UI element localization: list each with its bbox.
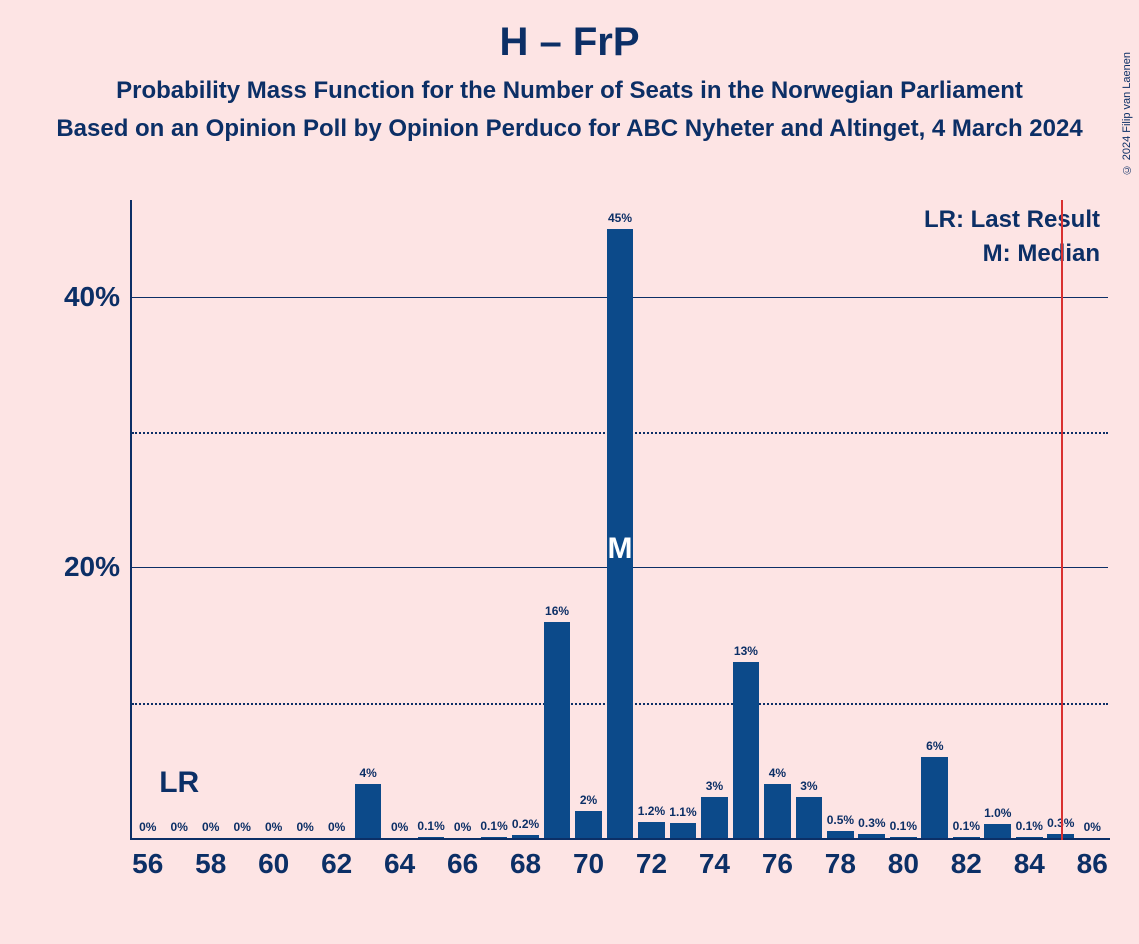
bar xyxy=(575,811,602,838)
bar-value-label: 0% xyxy=(454,820,471,834)
bar-value-label: 1.1% xyxy=(669,805,696,819)
x-tick-label: 56 xyxy=(132,848,163,880)
bar-value-label: 16% xyxy=(545,604,569,618)
x-tick-label: 74 xyxy=(699,848,730,880)
bar xyxy=(418,837,445,838)
bar xyxy=(701,797,728,838)
bar-value-label: 2% xyxy=(580,793,597,807)
x-tick-label: 66 xyxy=(447,848,478,880)
bar xyxy=(1016,837,1043,838)
bar xyxy=(796,797,823,838)
x-tick-label: 64 xyxy=(384,848,415,880)
bar-value-label: 3% xyxy=(800,779,817,793)
x-tick-label: 76 xyxy=(762,848,793,880)
bar xyxy=(890,837,917,838)
bar-value-label: 0% xyxy=(202,820,219,834)
x-tick-label: 72 xyxy=(636,848,667,880)
bar xyxy=(512,835,539,838)
majority-line xyxy=(1061,200,1063,840)
bars-group: 0% 0% 0% 0% 0% 0% 0% 4% 0% 0.1% 0% 0.1% 0.2% 16% 2% 45%… xyxy=(132,202,1108,838)
copyright-text: © 2024 Filip van Laenen xyxy=(1121,52,1133,175)
bar xyxy=(827,831,854,838)
x-tick-label: 68 xyxy=(510,848,541,880)
bar-value-label: 0% xyxy=(1084,820,1101,834)
x-tick-label: 70 xyxy=(573,848,604,880)
bar-value-label: 0.2% xyxy=(512,817,539,831)
x-tick-label: 80 xyxy=(888,848,919,880)
bar-value-label: 0.5% xyxy=(827,813,854,827)
x-tick-label: 78 xyxy=(825,848,856,880)
x-axis-line xyxy=(130,838,1110,840)
bar-value-label: 0% xyxy=(265,820,282,834)
bar-value-label: 3% xyxy=(706,779,723,793)
median-marker: M xyxy=(608,532,633,566)
bar xyxy=(355,784,382,838)
bar-value-label: 0% xyxy=(391,820,408,834)
chart-container: 20%40% LR: Last Result M: Median 0%0%0%0… xyxy=(30,200,1110,900)
bar xyxy=(733,662,760,838)
y-tick-label: 40% xyxy=(40,281,120,313)
bar xyxy=(638,822,665,838)
bar-value-label: 0.1% xyxy=(953,819,980,833)
x-tick-label: 86 xyxy=(1077,848,1108,880)
x-tick-label: 58 xyxy=(195,848,226,880)
bar xyxy=(481,837,508,838)
chart-title: H – FrP xyxy=(0,20,1139,65)
bar-value-label: 1.0% xyxy=(984,806,1011,820)
bar-value-label: 0.3% xyxy=(858,816,885,830)
bar xyxy=(921,757,948,838)
bar-value-label: 1.2% xyxy=(638,804,665,818)
y-tick-label: 20% xyxy=(40,551,120,583)
bar-value-label: 4% xyxy=(769,766,786,780)
bar-value-label: 0.1% xyxy=(1016,819,1043,833)
bar xyxy=(858,834,885,838)
x-tick-label: 60 xyxy=(258,848,289,880)
bar-value-label: 45% xyxy=(608,211,632,225)
bar-value-label: 0.1% xyxy=(480,819,507,833)
bar xyxy=(544,622,571,839)
chart-subtitle-2: Based on an Opinion Poll by Opinion Perd… xyxy=(0,115,1139,143)
bar-value-label: 0.1% xyxy=(417,819,444,833)
bar-value-label: 0% xyxy=(328,820,345,834)
bar-value-label: 6% xyxy=(926,739,943,753)
chart-subtitle-1: Probability Mass Function for the Number… xyxy=(0,77,1139,105)
bar xyxy=(670,823,697,838)
plot-area: 20%40% LR: Last Result M: Median 0%0%0%0… xyxy=(130,200,1110,840)
bar-value-label: 0% xyxy=(234,820,251,834)
bar xyxy=(984,824,1011,838)
bar xyxy=(953,837,980,838)
lr-marker: LR xyxy=(159,766,199,800)
bar-value-label: 0% xyxy=(139,820,156,834)
bar-value-label: 13% xyxy=(734,644,758,658)
bar-value-label: 0.1% xyxy=(890,819,917,833)
x-tick-label: 82 xyxy=(951,848,982,880)
bar-value-label: 4% xyxy=(359,766,376,780)
bar-value-label: 0% xyxy=(296,820,313,834)
bar-value-label: 0% xyxy=(171,820,188,834)
bar xyxy=(764,784,791,838)
x-tick-label: 84 xyxy=(1014,848,1045,880)
x-tick-label: 62 xyxy=(321,848,352,880)
